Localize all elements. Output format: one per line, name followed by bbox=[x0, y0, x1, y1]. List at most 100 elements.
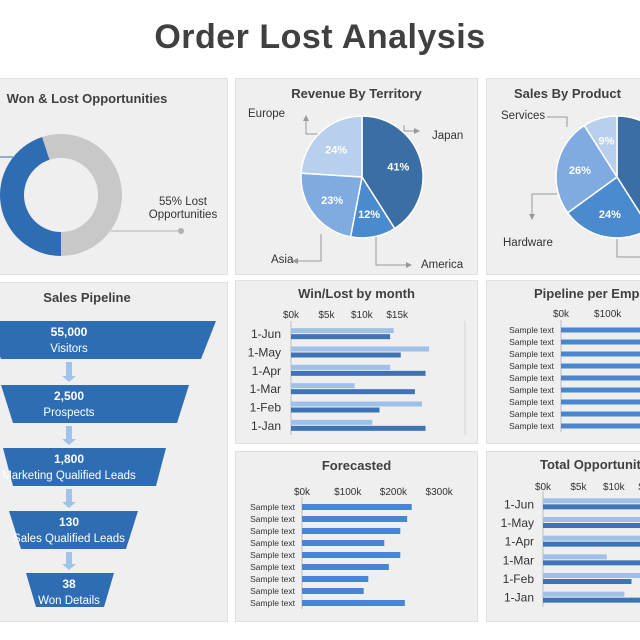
funnel-arrow-head bbox=[62, 502, 76, 508]
won-lost-title: Won & Lost Opportunities bbox=[6, 91, 168, 106]
funnel-arrow-head bbox=[62, 564, 76, 570]
america-leader-line bbox=[375, 237, 406, 266]
pie-value-label: 24% bbox=[599, 209, 621, 221]
category-label: Sample text bbox=[509, 385, 555, 395]
category-label: 1-Jan bbox=[504, 591, 534, 605]
bar bbox=[302, 600, 405, 606]
bar bbox=[561, 423, 640, 429]
x-tick-label: $0k bbox=[553, 309, 570, 320]
bar bbox=[302, 564, 389, 570]
pie-value-label: 12% bbox=[358, 209, 380, 221]
funnel-stage-value: 55,000 bbox=[51, 325, 88, 339]
asia-leader-arrow bbox=[292, 258, 298, 264]
forecasted-title: Forecasted bbox=[321, 458, 392, 473]
bar bbox=[291, 389, 415, 395]
x-tick-label: $15k bbox=[386, 310, 409, 321]
funnel-stage-value: 130 bbox=[59, 515, 79, 529]
product-panel: Sales By Product 41%24%26%9%HardwareServ… bbox=[486, 78, 640, 275]
bar bbox=[302, 552, 401, 558]
pipeline-funnel: 55,000 Visitors 2,500 Prospects 1,800 Marketi… bbox=[0, 321, 216, 607]
pie-category-label: Hardware bbox=[503, 237, 553, 249]
pipeline-title: Sales Pipeline bbox=[43, 290, 131, 305]
bar bbox=[561, 339, 640, 345]
category-label: 1-May bbox=[248, 346, 281, 360]
funnel-stage-label: Marketing Qualified Leads bbox=[2, 470, 136, 482]
bar bbox=[291, 328, 394, 334]
pie-category-label: Asia bbox=[271, 254, 294, 266]
bar bbox=[561, 363, 640, 369]
funnel-stage bbox=[1, 385, 189, 423]
lost-label-line1: 55% Lost bbox=[159, 196, 208, 208]
category-label: Sample text bbox=[509, 337, 555, 347]
pie-category-label: America bbox=[421, 259, 464, 271]
bar bbox=[302, 588, 364, 594]
funnel-stage-value: 1,800 bbox=[54, 452, 84, 466]
x-tick-label: $100k bbox=[594, 309, 622, 320]
pie-value-label: 41% bbox=[387, 161, 409, 173]
japan-leader-line bbox=[403, 125, 414, 132]
territory-title: Revenue By Territory bbox=[291, 86, 422, 101]
bar bbox=[543, 498, 640, 504]
x-tick-label: $0k bbox=[294, 487, 311, 498]
bar bbox=[561, 399, 640, 405]
won-lost-chart: 55% Lost Opportunities bbox=[0, 134, 218, 256]
pie-slice bbox=[300, 172, 363, 238]
funnel-stage bbox=[3, 448, 166, 486]
x-tick-label: $10k bbox=[603, 482, 626, 493]
forecasted-chart: $0k $100k $200k $300k Sample text Sample text… bbox=[250, 487, 454, 609]
bar bbox=[291, 370, 426, 376]
bar bbox=[543, 523, 640, 528]
bar bbox=[302, 540, 385, 546]
bar bbox=[302, 516, 408, 522]
category-label: 1-Mar bbox=[503, 553, 534, 567]
bar bbox=[291, 346, 430, 352]
funnel-arrow-head bbox=[62, 376, 76, 382]
category-label: 1-May bbox=[501, 516, 534, 530]
product-leader-line bbox=[616, 239, 640, 258]
bar bbox=[561, 411, 640, 417]
category-label: Sample text bbox=[250, 526, 296, 536]
funnel-stage-label: Sales Qualified Leads bbox=[13, 533, 125, 545]
territory-chart: 41% 12% 23% 24% Japan America Asia Europe bbox=[248, 108, 464, 271]
funnel-arrow-shaft bbox=[66, 362, 72, 376]
japan-leader-arrow bbox=[414, 128, 420, 134]
bar bbox=[561, 327, 640, 333]
pie-slice bbox=[42, 134, 123, 256]
category-label: Sample text bbox=[509, 409, 555, 419]
bar bbox=[291, 401, 422, 407]
category-label: Sample text bbox=[250, 502, 296, 512]
category-label: Sample text bbox=[509, 349, 555, 359]
bar bbox=[543, 517, 640, 522]
bar bbox=[543, 597, 640, 603]
america-leader-arrow bbox=[406, 262, 412, 268]
winlost-month-chart: $0k $5k $10k $15k 1-Jun 1-May 1-Apr 1-Mar 1-Feb 1… bbox=[248, 310, 466, 435]
bar bbox=[543, 541, 640, 547]
funnel-arrow-shaft bbox=[66, 489, 72, 502]
bar bbox=[291, 425, 426, 431]
bar bbox=[291, 407, 380, 413]
bar bbox=[543, 591, 625, 597]
bar bbox=[291, 383, 355, 389]
x-tick-label: $15k bbox=[638, 482, 640, 493]
bar bbox=[543, 573, 640, 578]
pie-category-label: Japan bbox=[432, 130, 463, 142]
category-label: Sample text bbox=[250, 598, 296, 608]
services-leader-line bbox=[547, 116, 568, 127]
asia-leader-line bbox=[298, 234, 322, 262]
category-label: Sample text bbox=[250, 514, 296, 524]
category-label: 1-Jun bbox=[251, 327, 281, 341]
bar bbox=[561, 387, 640, 393]
bar bbox=[291, 364, 391, 370]
pie-slice bbox=[616, 115, 640, 215]
pie-slice bbox=[0, 136, 61, 256]
pie-category-label: Europe bbox=[248, 108, 285, 120]
winlost-month-panel: Win/Lost by month $0k $5k $10k $15k 1-Jun 1-M… bbox=[235, 280, 478, 444]
x-tick-label: $0k bbox=[535, 482, 552, 493]
pipeline-emp-title: Pipeline per Employee bbox=[534, 286, 640, 301]
total-opp-title: Total Opportunities bbox=[540, 457, 640, 472]
pie-category-label: Services bbox=[501, 110, 545, 122]
total-opp-panel: Total Opportunities $0k $5k $10k $15k 1-Jun 1… bbox=[486, 451, 640, 622]
lost-label-line2: Opportunities bbox=[149, 209, 218, 221]
x-tick-label: $5k bbox=[570, 482, 587, 493]
